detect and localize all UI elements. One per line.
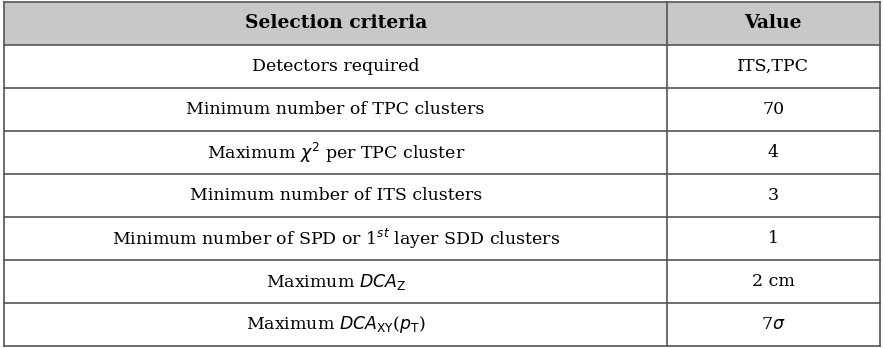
Text: Maximum $\mathit{DCA}_{\mathrm{XY}}$($p_{\mathrm{T}}$): Maximum $\mathit{DCA}_{\mathrm{XY}}$($p_… <box>246 314 425 335</box>
Text: Selection criteria: Selection criteria <box>245 14 427 32</box>
Text: Value: Value <box>744 14 802 32</box>
Bar <box>4 2 880 45</box>
Text: Minimum number of TPC clusters: Minimum number of TPC clusters <box>187 101 484 118</box>
Text: 3: 3 <box>767 187 779 204</box>
Text: Maximum $\mathit{DCA}_{\mathrm{Z}}$: Maximum $\mathit{DCA}_{\mathrm{Z}}$ <box>265 272 406 292</box>
Bar <box>4 45 880 346</box>
Text: 70: 70 <box>762 101 784 118</box>
Text: 4: 4 <box>767 144 779 161</box>
Text: 7$\sigma$: 7$\sigma$ <box>761 316 786 333</box>
Text: Minimum number of SPD or 1$^{st}$ layer SDD clusters: Minimum number of SPD or 1$^{st}$ layer … <box>111 227 560 251</box>
Text: Detectors required: Detectors required <box>252 58 419 75</box>
Text: ITS,TPC: ITS,TPC <box>737 58 809 75</box>
Text: 2 cm: 2 cm <box>751 273 795 290</box>
Text: 1: 1 <box>767 230 779 247</box>
Text: Minimum number of ITS clusters: Minimum number of ITS clusters <box>189 187 482 204</box>
Text: Maximum $\chi^{2}$ per TPC cluster: Maximum $\chi^{2}$ per TPC cluster <box>207 140 465 165</box>
